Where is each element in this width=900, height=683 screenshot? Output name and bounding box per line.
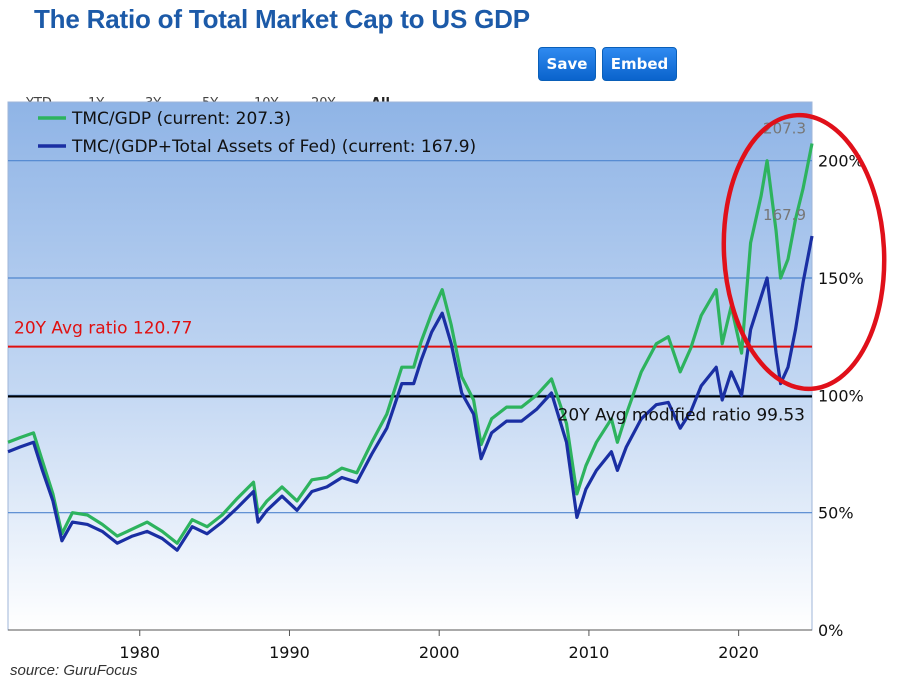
- current-value-label: 167.9: [763, 206, 806, 224]
- source-note: source: GuruFocus: [10, 662, 138, 679]
- legend-entry: TMC/(GDP+Total Assets of Fed) (current: …: [71, 137, 476, 157]
- y-tick-label: 0%: [818, 621, 843, 640]
- y-tick-label: 150%: [818, 269, 864, 288]
- highlight-ellipse: [721, 112, 887, 392]
- x-tick-label: 2010: [569, 643, 610, 662]
- series-line: [7, 143, 814, 545]
- avg-modified-label: 20Y Avg modified ratio 99.53: [558, 405, 805, 425]
- series-line: [7, 235, 814, 552]
- save-button[interactable]: Save: [538, 47, 596, 81]
- y-tick-label: 50%: [818, 504, 854, 523]
- x-tick-label: 1980: [119, 643, 160, 662]
- x-tick-label: 1990: [269, 643, 310, 662]
- y-tick-label: 200%: [818, 152, 864, 171]
- current-value-label: 207.3: [763, 120, 806, 138]
- x-tick-label: 2000: [419, 643, 460, 662]
- x-tick-label: 2020: [718, 643, 759, 662]
- embed-button[interactable]: Embed: [602, 47, 677, 81]
- y-tick-label: 100%: [818, 386, 864, 405]
- page-title: The Ratio of Total Market Cap to US GDP: [34, 4, 530, 34]
- legend-entry: TMC/GDP (current: 207.3): [71, 109, 291, 129]
- avg-20y-label: 20Y Avg ratio 120.77: [14, 319, 192, 339]
